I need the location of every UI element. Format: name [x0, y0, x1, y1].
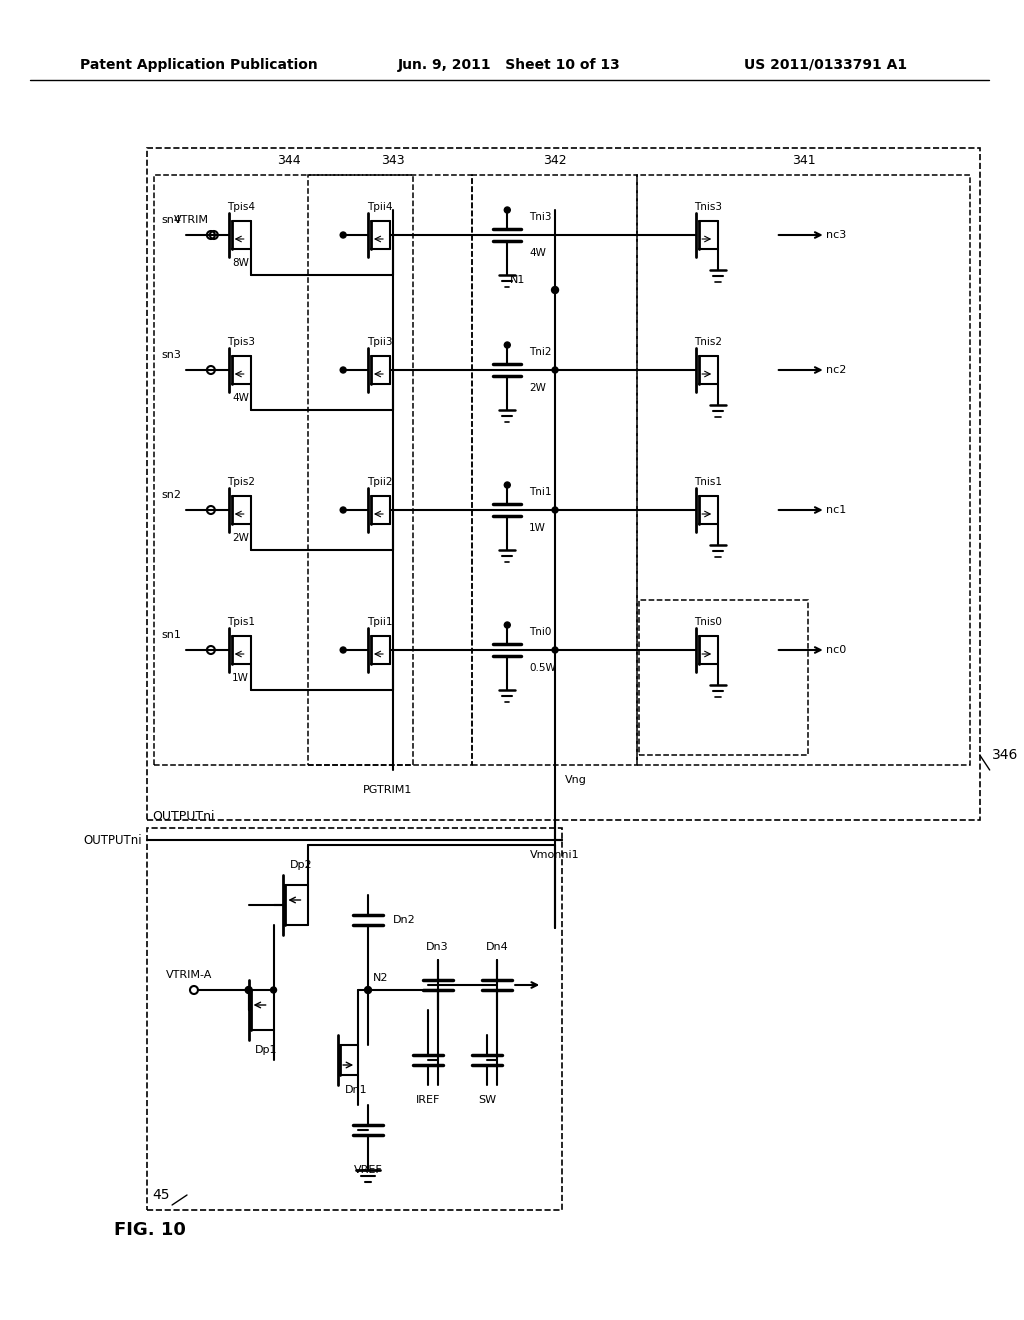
- Text: 45: 45: [153, 1188, 170, 1203]
- Text: PGTRIM1: PGTRIM1: [364, 785, 413, 795]
- Text: 343: 343: [381, 153, 404, 166]
- Circle shape: [365, 986, 372, 994]
- Text: Tni3: Tni3: [529, 213, 552, 222]
- Circle shape: [552, 647, 558, 653]
- Text: Dp1: Dp1: [255, 1045, 278, 1055]
- Circle shape: [245, 986, 252, 994]
- Text: Dp2: Dp2: [290, 861, 312, 870]
- Circle shape: [340, 507, 346, 513]
- Text: N2: N2: [373, 973, 388, 983]
- Text: Tpis3: Tpis3: [226, 337, 255, 347]
- Text: Tnis1: Tnis1: [694, 477, 722, 487]
- Text: OUTPUTni: OUTPUTni: [153, 809, 215, 822]
- Text: 2W: 2W: [529, 383, 546, 393]
- Bar: [639, 601, 808, 755]
- Circle shape: [504, 342, 510, 348]
- Text: nc2: nc2: [825, 366, 846, 375]
- Text: nc3: nc3: [825, 230, 846, 240]
- Circle shape: [340, 647, 346, 653]
- Text: 8W: 8W: [232, 257, 249, 268]
- Text: 341: 341: [792, 153, 815, 166]
- Text: Patent Application Publication: Patent Application Publication: [80, 58, 317, 73]
- Circle shape: [552, 507, 558, 513]
- Text: Tpii2: Tpii2: [368, 477, 393, 487]
- Circle shape: [270, 987, 276, 993]
- Circle shape: [552, 367, 558, 374]
- Circle shape: [340, 232, 346, 238]
- Text: Tni1: Tni1: [529, 487, 552, 498]
- Text: 342: 342: [543, 153, 567, 166]
- Text: 4W: 4W: [529, 248, 546, 257]
- Text: 1W: 1W: [529, 523, 546, 533]
- Text: IREF: IREF: [416, 1096, 440, 1105]
- Text: Tpis1: Tpis1: [226, 616, 255, 627]
- Text: Tpii3: Tpii3: [368, 337, 393, 347]
- Text: Tpii1: Tpii1: [368, 616, 393, 627]
- Text: FIG. 10: FIG. 10: [115, 1221, 186, 1239]
- Text: Dn3: Dn3: [426, 942, 449, 952]
- Bar: [308, 176, 472, 766]
- Text: N1: N1: [510, 275, 525, 285]
- Text: 2W: 2W: [232, 533, 249, 543]
- Text: sn4: sn4: [161, 215, 181, 224]
- Text: sn1: sn1: [161, 630, 181, 640]
- Text: 1W: 1W: [232, 673, 249, 682]
- Text: 0.5W: 0.5W: [529, 663, 556, 673]
- Bar: [637, 176, 970, 766]
- Bar: [147, 148, 980, 820]
- Text: Tni2: Tni2: [529, 347, 552, 356]
- Bar: [155, 176, 413, 766]
- Text: Vng: Vng: [565, 775, 587, 785]
- Text: Tnis2: Tnis2: [694, 337, 722, 347]
- Text: 344: 344: [276, 153, 300, 166]
- Text: Tni0: Tni0: [529, 627, 552, 638]
- Text: VREF: VREF: [353, 1166, 382, 1175]
- Text: nc1: nc1: [825, 506, 846, 515]
- Text: 4W: 4W: [232, 393, 249, 403]
- Text: Jun. 9, 2011   Sheet 10 of 13: Jun. 9, 2011 Sheet 10 of 13: [398, 58, 621, 73]
- Text: OUTPUTni: OUTPUTni: [84, 833, 142, 846]
- Text: sn3: sn3: [161, 350, 181, 360]
- Text: sn2: sn2: [161, 490, 181, 500]
- Text: Vmonni1: Vmonni1: [530, 850, 580, 861]
- Circle shape: [504, 482, 510, 488]
- Text: Dn2: Dn2: [393, 915, 416, 925]
- Circle shape: [552, 286, 558, 293]
- Bar: [147, 828, 562, 1210]
- Text: Tnis3: Tnis3: [694, 202, 722, 213]
- Text: nc0: nc0: [825, 645, 846, 655]
- Text: Dn4: Dn4: [486, 942, 509, 952]
- Circle shape: [340, 367, 346, 374]
- Text: VTRIM-A: VTRIM-A: [166, 970, 212, 979]
- Text: Dn1: Dn1: [345, 1085, 368, 1096]
- Circle shape: [504, 207, 510, 213]
- Bar: [472, 176, 637, 766]
- Text: Tnis0: Tnis0: [694, 616, 722, 627]
- Text: VTRIM: VTRIM: [174, 215, 209, 224]
- Text: SW: SW: [478, 1096, 497, 1105]
- Circle shape: [504, 622, 510, 628]
- Text: 346: 346: [991, 748, 1018, 762]
- Text: US 2011/0133791 A1: US 2011/0133791 A1: [744, 58, 907, 73]
- Text: Tpis4: Tpis4: [226, 202, 255, 213]
- Text: Tpii4: Tpii4: [368, 202, 393, 213]
- Text: Tpis2: Tpis2: [226, 477, 255, 487]
